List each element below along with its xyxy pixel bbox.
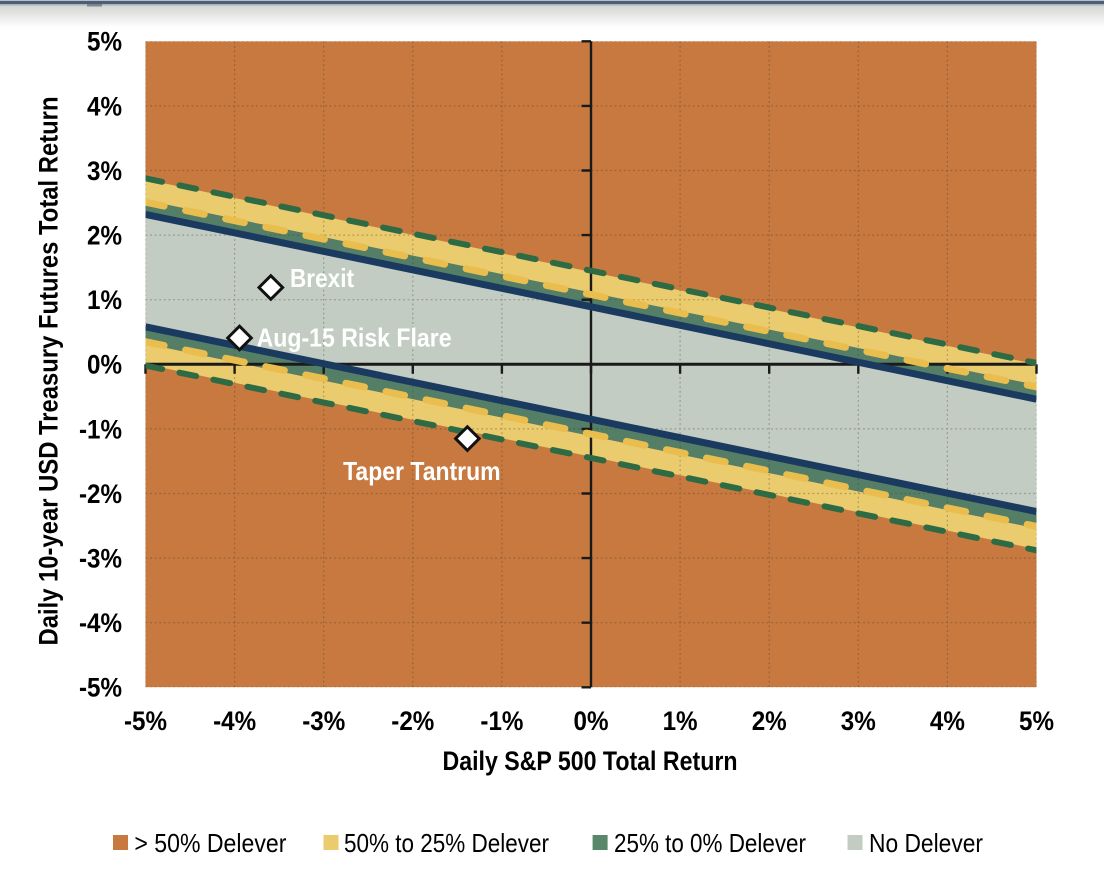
svg-text:-3%: -3% <box>302 706 345 736</box>
svg-text:Daily S&P 500 Total Return: Daily S&P 500 Total Return <box>443 746 738 776</box>
svg-text:Brexit: Brexit <box>290 263 354 293</box>
svg-text:-4%: -4% <box>213 706 256 736</box>
svg-text:5%: 5% <box>1019 706 1054 736</box>
svg-text:2%: 2% <box>87 221 122 251</box>
svg-text:-5%: -5% <box>79 673 122 703</box>
svg-text:-4%: -4% <box>79 608 122 638</box>
svg-text:Aug-15 Risk Flare: Aug-15 Risk Flare <box>257 323 452 353</box>
svg-text:5%: 5% <box>87 27 122 57</box>
svg-text:-2%: -2% <box>79 479 122 509</box>
svg-text:-2%: -2% <box>391 706 434 736</box>
svg-text:25% to 0% Delever: 25% to 0% Delever <box>614 828 806 858</box>
svg-text:-5%: -5% <box>124 706 167 736</box>
svg-text:-1%: -1% <box>480 706 523 736</box>
svg-text:0%: 0% <box>574 706 609 736</box>
svg-text:0%: 0% <box>87 350 122 380</box>
svg-text:> 50% Delever: > 50% Delever <box>134 828 286 858</box>
svg-text:1%: 1% <box>87 285 122 315</box>
svg-text:-3%: -3% <box>79 544 122 574</box>
svg-text:Taper Tantrum: Taper Tantrum <box>343 456 501 486</box>
svg-text:Daily 10-year USD Treasury Fut: Daily 10-year USD Treasury Futures Total… <box>34 97 64 646</box>
svg-text:2%: 2% <box>752 706 787 736</box>
svg-text:3%: 3% <box>841 706 876 736</box>
svg-text:No Delever: No Delever <box>869 828 983 858</box>
svg-text:50% to 25% Delever: 50% to 25% Delever <box>344 828 549 858</box>
svg-text:1%: 1% <box>663 706 698 736</box>
svg-text:4%: 4% <box>87 91 122 121</box>
svg-text:4%: 4% <box>930 706 965 736</box>
svg-text:-1%: -1% <box>79 414 122 444</box>
svg-text:3%: 3% <box>87 156 122 186</box>
